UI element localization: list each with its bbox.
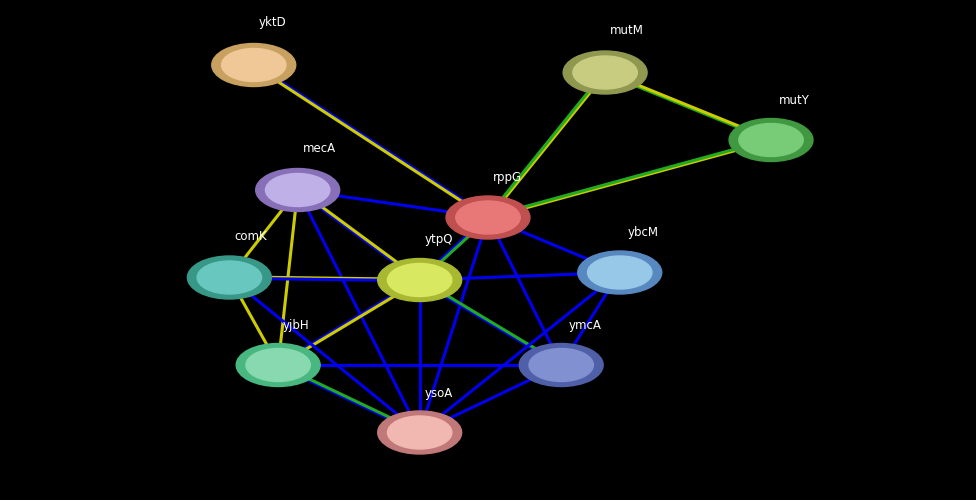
Circle shape — [256, 168, 340, 212]
Circle shape — [563, 51, 647, 94]
Text: yktD: yktD — [259, 16, 286, 30]
Circle shape — [529, 348, 593, 382]
Circle shape — [197, 261, 262, 294]
Text: comK: comK — [234, 230, 266, 243]
Circle shape — [578, 251, 662, 294]
Circle shape — [378, 258, 462, 302]
Text: mecA: mecA — [303, 142, 336, 156]
Text: ysoA: ysoA — [425, 386, 453, 400]
Circle shape — [387, 416, 452, 449]
Circle shape — [573, 56, 637, 89]
Circle shape — [739, 124, 803, 156]
Circle shape — [729, 118, 813, 162]
Circle shape — [378, 411, 462, 454]
Text: ytpQ: ytpQ — [425, 233, 453, 246]
Circle shape — [187, 256, 271, 299]
Text: yjbH: yjbH — [283, 319, 309, 332]
Text: ymcA: ymcA — [569, 319, 602, 332]
Circle shape — [519, 344, 603, 386]
Circle shape — [446, 196, 530, 239]
Circle shape — [236, 344, 320, 386]
Text: mutY: mutY — [779, 94, 810, 106]
Text: mutM: mutM — [610, 24, 644, 37]
Text: rppG: rppG — [493, 170, 522, 183]
Text: ybcM: ybcM — [628, 226, 659, 239]
Circle shape — [212, 44, 296, 86]
Circle shape — [246, 348, 310, 382]
Circle shape — [265, 174, 330, 206]
Circle shape — [222, 48, 286, 82]
Circle shape — [387, 264, 452, 296]
Circle shape — [588, 256, 652, 289]
Circle shape — [456, 201, 520, 234]
